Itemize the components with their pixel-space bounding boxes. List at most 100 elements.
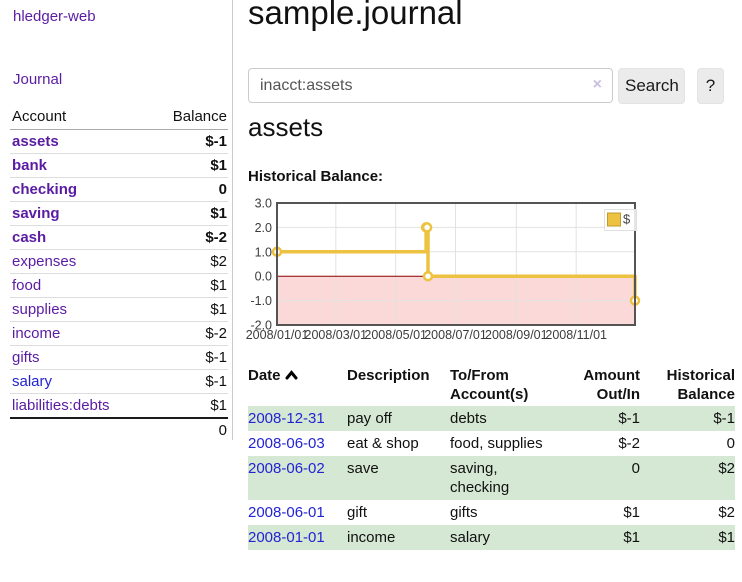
accounts-header-row: Account Balance [10, 106, 228, 130]
accounts-total-value: 0 [218, 422, 227, 439]
help-button[interactable]: ? [697, 68, 724, 104]
account-balance: $-1 [148, 345, 228, 370]
transaction-description: eat & shop [347, 435, 419, 452]
legend-color-swatch [607, 212, 621, 227]
data-point-marker [422, 270, 434, 282]
search-button[interactable]: Search [618, 68, 685, 104]
sidebar: hledger-web Journal Account Balance asse… [0, 0, 233, 440]
account-row: expenses $2 [10, 249, 228, 274]
register-row: 2008-01-01 income salary $1 $1 [248, 525, 735, 550]
transaction-balance: $2 [718, 460, 735, 477]
app-brand-link[interactable]: hledger-web [13, 8, 96, 25]
transaction-amount: $1 [623, 529, 640, 546]
sidebar-account-link[interactable]: saving [12, 205, 60, 222]
account-heading: assets [248, 112, 324, 142]
sidebar-account-link[interactable]: bank [12, 157, 48, 174]
sidebar-account-link[interactable]: food [12, 277, 42, 294]
transaction-accounts: food, supplies [450, 435, 543, 452]
transaction-amount: $-1 [618, 410, 640, 427]
account-balance: $2 [148, 249, 228, 274]
transaction-description: income [347, 529, 396, 546]
sort-asc-chevron-up-icon [285, 367, 298, 386]
account-row: cash $-2 [10, 225, 228, 250]
x-axis-tick-label: 2008/01/01 [246, 328, 309, 342]
transaction-description: pay off [347, 410, 392, 427]
chart-title-label: Historical Balance: [248, 168, 384, 185]
transaction-date-link[interactable]: 2008-01-01 [248, 529, 325, 546]
account-balance: 0 [148, 177, 228, 202]
historical-balance-chart: $3.0 2.0 1.0 0.0 -1.0 -2.02008/01/012008/03/0… [246, 197, 641, 342]
account-row: checking 0 [10, 177, 228, 202]
account-balance: $1 [148, 201, 228, 226]
transaction-amount: $1 [623, 504, 640, 521]
account-balance: $1 [148, 273, 228, 298]
data-point-marker [421, 222, 433, 233]
y-axis-tick-label: 2.0 [255, 221, 272, 235]
account-balance: $-2 [148, 321, 228, 346]
sidebar-account-link[interactable]: supplies [12, 301, 68, 318]
sidebar-item-journal[interactable]: Journal [13, 71, 63, 88]
account-row: bank $1 [10, 153, 228, 178]
sidebar-account-link[interactable]: expenses [12, 253, 77, 270]
y-axis-tick-label: -1.0 [250, 294, 272, 308]
account-balance: $1 [148, 153, 228, 178]
register-row: 2008-12-31 pay off debts $-1 $-1 [248, 406, 735, 431]
balance-column-header: Balance [148, 106, 228, 130]
description-column-header: Description [347, 367, 430, 384]
register-row: 2008-06-02 save saving, checking 0 $2 [248, 456, 735, 500]
account-column-header: Account [10, 106, 149, 130]
transaction-description: gift [347, 504, 368, 521]
clear-search-icon[interactable]: × [592, 76, 602, 93]
sidebar-account-link[interactable]: salary [12, 373, 53, 390]
sidebar-account-link[interactable]: assets [12, 133, 59, 150]
account-row: salary $-1 [10, 369, 228, 394]
transaction-date-link[interactable]: 2008-06-02 [248, 460, 325, 477]
transaction-balance: $2 [718, 504, 735, 521]
account-row: gifts $-1 [10, 345, 228, 370]
register-row: 2008-06-01 gift gifts $1 $2 [248, 500, 735, 525]
transaction-accounts: saving, checking [450, 460, 510, 496]
x-axis-tick-label: 2008/03/01 [305, 328, 368, 342]
y-axis-tick-label: 3.0 [255, 197, 272, 211]
accounts-total-row: 0 [10, 418, 228, 442]
account-row: food $1 [10, 273, 228, 298]
account-balance: $-1 [148, 129, 228, 154]
transaction-date-link[interactable]: 2008-12-31 [248, 410, 325, 427]
amount-column-header: Amount Out/In [583, 367, 640, 403]
transaction-date-link[interactable]: 2008-06-01 [248, 504, 325, 521]
sidebar-account-link[interactable]: gifts [12, 349, 40, 366]
page-title: sample.journal [248, 0, 463, 31]
register-header-row: Date Description To/From Account(s) Amou… [248, 364, 735, 406]
x-axis-tick-label: 2008/09/01 [485, 328, 548, 342]
transaction-amount: $-2 [618, 435, 640, 452]
search-form: × [248, 68, 613, 103]
y-axis-tick-label: 1.0 [255, 245, 272, 259]
account-row: saving $1 [10, 201, 228, 226]
sidebar-account-link[interactable]: income [12, 325, 61, 342]
account-row: assets $-1 [10, 129, 228, 154]
account-row: income $-2 [10, 321, 228, 346]
sidebar-account-link[interactable]: liabilities:debts [12, 397, 110, 414]
y-axis-tick-label: 0.0 [255, 270, 272, 284]
account-balance: $-1 [148, 369, 228, 394]
register-table: Date Description To/From Account(s) Amou… [248, 364, 735, 550]
register-row: 2008-06-03 eat & shop food, supplies $-2 0 [248, 431, 735, 456]
account-row: supplies $1 [10, 297, 228, 322]
accounts-table: Account Balance assets $-1 bank $1 checking 0… [10, 106, 228, 442]
x-axis-tick-label: 2008/11/01 [545, 328, 607, 342]
account-balance: $1 [148, 393, 228, 419]
accounts-column-header: To/From Account(s) [450, 367, 529, 403]
sidebar-account-link[interactable]: cash [12, 229, 47, 246]
account-row: liabilities:debts $1 [10, 393, 228, 419]
transaction-balance: $-1 [713, 410, 735, 427]
x-axis-tick-label: 2008/05/01 [364, 328, 427, 342]
transaction-accounts: salary [450, 529, 491, 546]
sidebar-account-link[interactable]: checking [12, 181, 78, 198]
account-balance: $-2 [148, 225, 228, 250]
date-column-header[interactable]: Date [248, 364, 347, 406]
transaction-balance: 0 [726, 435, 735, 452]
transaction-date-link[interactable]: 2008-06-03 [248, 435, 325, 452]
search-input[interactable] [248, 68, 613, 103]
chart-border [276, 202, 636, 326]
